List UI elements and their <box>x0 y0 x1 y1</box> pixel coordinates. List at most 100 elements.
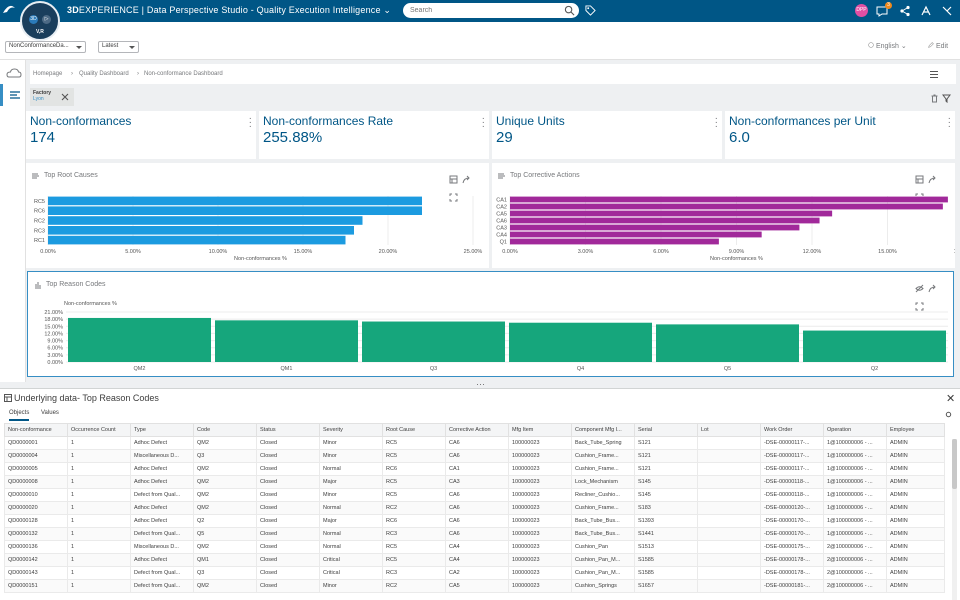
expand-icon[interactable] <box>915 302 924 311</box>
table-cell: 2@100000006 - ... <box>823 553 887 567</box>
table-row[interactable]: QD0000001 1 Adhoc Defect QM2 Closed Minor RC5 C… <box>4 436 945 450</box>
more-options-icon[interactable]: · · · <box>248 113 252 132</box>
more-options-icon[interactable]: · · · <box>714 113 718 132</box>
column-header[interactable]: Employee <box>886 423 945 437</box>
column-header[interactable]: Mfg Item <box>508 423 572 437</box>
table-row[interactable]: QD0000010 1 Defect from Qual... QM2 Closed Mi… <box>4 488 945 502</box>
breadcrumb-separator: › <box>71 71 73 77</box>
table-row[interactable]: QD0000132 1 Defect from Qual... Q5 Closed Nor… <box>4 527 945 541</box>
tab-objects[interactable]: Objects <box>9 410 30 421</box>
column-header[interactable]: Lot <box>697 423 761 437</box>
column-header[interactable]: Type <box>130 423 194 437</box>
table-cell: 100000023 <box>508 514 572 528</box>
table-cell: RC5 <box>382 488 446 502</box>
breadcrumb-nonconformance-dashboard[interactable]: Non-conformance Dashboard <box>144 71 223 77</box>
panel-resizer[interactable]: ··· <box>0 379 960 390</box>
table-row[interactable]: QD0000143 1 Defect from Qual... Q3 Closed Cri… <box>4 566 945 580</box>
table-cell: S1441 <box>634 527 698 541</box>
column-header[interactable]: Code <box>193 423 257 437</box>
menu-icon[interactable] <box>929 70 939 79</box>
filters-tab[interactable] <box>0 84 26 106</box>
column-header[interactable]: Non-conformance <box>4 423 68 437</box>
table-cell: 100000023 <box>508 449 572 463</box>
close-icon[interactable]: ✕ <box>946 393 956 405</box>
table-cell: Recliner_Cushio... <box>571 488 635 502</box>
column-header[interactable]: Operation <box>823 423 887 437</box>
table-cell <box>697 488 761 502</box>
tab-values[interactable]: Values <box>41 410 59 416</box>
cloud-icon[interactable] <box>4 64 24 84</box>
table-row[interactable]: QD0000008 1 Adhoc Defect QM2 Closed Major RC5 C… <box>4 475 945 489</box>
table-header-row: Non-conformance Occurrence Count Type Code S… <box>4 423 945 437</box>
share-arrow-icon[interactable] <box>928 175 937 184</box>
kpi-nonconformances[interactable]: Non-conformances 174 · · · <box>26 111 256 159</box>
tag-icon[interactable] <box>585 5 596 16</box>
share-arrow-icon[interactable] <box>928 284 937 293</box>
category-label: Q3 <box>430 366 437 372</box>
table-row[interactable]: QD0000020 1 Adhoc Defect QM2 Closed Normal RC2… <box>4 501 945 515</box>
table-row[interactable]: QD0000004 1 Miscellaneous D... Q3 Closed Mino… <box>4 449 945 463</box>
column-header[interactable]: Serial <box>634 423 698 437</box>
table-cell: 1@100000006 - ... <box>823 449 887 463</box>
corrective-actions-chart: 0.00% 3.00% 6.00% 9.00% 12.00% 15.00% 18.00% CA… <box>496 196 955 262</box>
column-header[interactable]: Component Mfg I... <box>571 423 635 437</box>
avatar[interactable]: DPP <box>855 4 868 17</box>
table-cell: QM2 <box>193 540 257 554</box>
kpi-nonconformances-per-unit[interactable]: Non-conformances per Unit 6.0 · · · <box>725 111 955 159</box>
factory-filter-chip[interactable]: Factory Lyon <box>30 88 74 106</box>
data-table-icon[interactable] <box>915 175 924 184</box>
filter-list-icon <box>10 91 20 99</box>
column-header[interactable]: Status <box>256 423 320 437</box>
column-header[interactable]: Occurrence Count <box>67 423 131 437</box>
dashboard-selector[interactable]: NonConformanceDa... <box>5 41 86 53</box>
table-cell: 100000023 <box>508 475 572 489</box>
more-options-icon[interactable]: · · · <box>947 113 951 132</box>
language-menu[interactable]: English ⌄ <box>868 42 907 50</box>
table-scrollbar[interactable] <box>952 439 957 600</box>
data-table-icon[interactable] <box>449 175 458 184</box>
breadcrumb-homepage[interactable]: Homepage <box>33 71 63 77</box>
column-header[interactable]: Corrective Action <box>445 423 509 437</box>
bar <box>656 324 799 362</box>
tick-label: 3.00% <box>578 249 594 255</box>
table-row[interactable]: QD0000128 1 Adhoc Defect Q2 Closed Major RC6 CA… <box>4 514 945 528</box>
table-cell: Back_Tube_Bus... <box>571 514 635 528</box>
expand-icon[interactable] <box>449 193 458 202</box>
scrollbar-thumb[interactable] <box>952 439 957 489</box>
underlying-data-panel: Underlying data- Top Reason Codes ✕ Obje… <box>0 388 960 600</box>
column-header[interactable]: Work Order <box>760 423 824 437</box>
search-input[interactable] <box>403 3 579 18</box>
search-icon[interactable] <box>564 5 575 16</box>
share-arrow-icon[interactable] <box>462 175 471 184</box>
filter-icon[interactable] <box>942 94 951 103</box>
table-row[interactable]: QD0000142 1 Adhoc Defect QM1 Closed Critical R… <box>4 553 945 567</box>
edit-button[interactable]: Edit <box>928 42 948 50</box>
column-header[interactable]: Severity <box>319 423 383 437</box>
tick-label: 21.00% <box>44 310 63 316</box>
table-cell: CA4 <box>445 553 509 567</box>
kpi-nonconformances-rate[interactable]: Non-conformances Rate 255.88% · · · <box>259 111 489 159</box>
table-cell: QM2 <box>193 462 257 476</box>
expand-icon[interactable] <box>915 193 924 202</box>
table-row[interactable]: QD0000151 1 Defect from Qual... QM2 Closed Mi… <box>4 579 945 593</box>
apps-compass-icon[interactable] <box>920 5 932 17</box>
table-row[interactable]: QD0000005 1 Adhoc Defect QM2 Closed Normal RC6… <box>4 462 945 476</box>
hide-icon[interactable] <box>915 284 924 293</box>
table-cell: CA6 <box>445 514 509 528</box>
share-icon[interactable] <box>899 5 911 17</box>
column-header[interactable]: Root Cause <box>382 423 446 437</box>
trash-icon[interactable] <box>930 94 939 103</box>
app-title[interactable]: 3DEXPERIENCE | Data Perspective Studio -… <box>67 5 392 15</box>
version-selector[interactable]: Latest <box>98 41 139 53</box>
table-cell: -DSE-00000170-... <box>760 527 824 541</box>
help-icon[interactable] <box>941 5 953 17</box>
table-row[interactable]: QD0000136 1 Miscellaneous D... QM2 Closed Nor… <box>4 540 945 554</box>
close-icon[interactable] <box>61 93 69 101</box>
settings-icon[interactable] <box>945 411 952 418</box>
drag-handle-icon[interactable]: ··· <box>476 379 485 389</box>
compass-icon[interactable]: 3D ▷ V,R <box>20 1 60 41</box>
table-cell: -DSE-00000178-... <box>760 566 824 580</box>
more-options-icon[interactable]: · · · <box>481 113 485 132</box>
kpi-unique-units[interactable]: Unique Units 29 · · · <box>492 111 722 159</box>
breadcrumb-quality-dashboard[interactable]: Quality Dashboard <box>79 71 129 77</box>
